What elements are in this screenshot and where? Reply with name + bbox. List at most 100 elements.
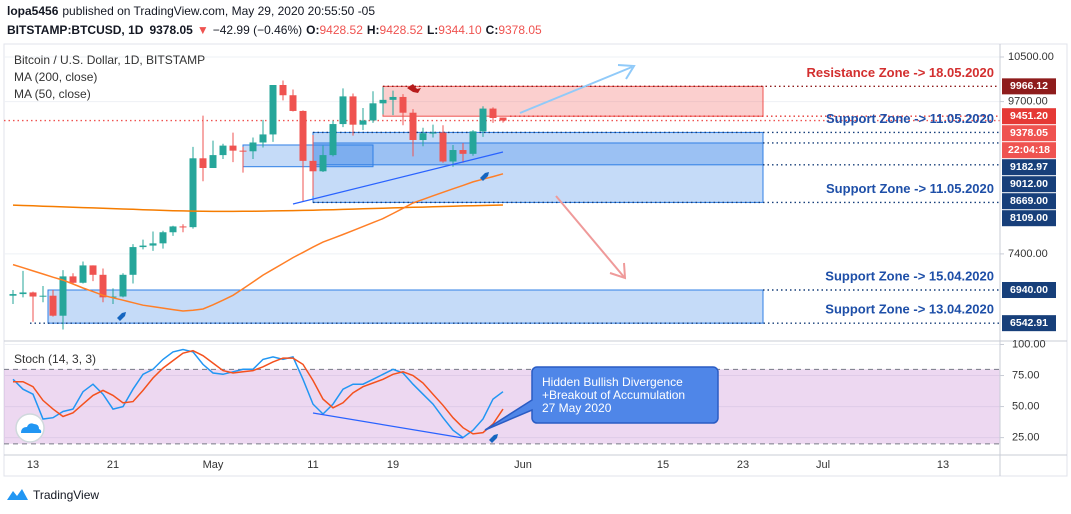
band-fill <box>4 369 1000 444</box>
candle-body <box>349 96 357 125</box>
candle-body <box>199 158 207 169</box>
legend-entry: MA (200, close) <box>14 70 97 84</box>
x-tick-label: 19 <box>387 459 399 471</box>
up-arrow <box>519 66 633 114</box>
candle-body <box>369 103 377 121</box>
candle-body <box>189 158 197 228</box>
ohlc-key: O: <box>306 23 319 37</box>
series-line <box>12 348 504 439</box>
x-tick-label: May <box>203 459 224 471</box>
level-label-box <box>1002 176 1056 193</box>
candle-body <box>289 95 297 111</box>
buy-icon <box>489 434 498 443</box>
last-price: 9378.05 <box>149 23 193 37</box>
candle-body <box>109 296 117 298</box>
candle-body <box>399 96 407 113</box>
candle-body <box>319 155 327 172</box>
candle-body <box>359 120 367 125</box>
candle-body <box>419 133 427 140</box>
y-tick-label: 9700.00 <box>1008 95 1048 107</box>
candle-body <box>119 274 127 297</box>
y-tick-label: 7400.00 <box>1008 248 1048 260</box>
author: lopa5456 <box>7 4 59 18</box>
brand: TradingView <box>33 488 99 502</box>
candle-body <box>489 108 497 119</box>
zone <box>242 144 374 168</box>
down-arrow <box>555 195 625 278</box>
ohlc-value: 9344.10 <box>438 23 482 37</box>
watermark-logo <box>15 413 45 443</box>
x-tick-label: 15 <box>657 459 669 471</box>
level-label-box <box>1002 78 1056 95</box>
publish-line: lopa5456 published on TradingView.com, Ma… <box>7 4 375 18</box>
up-arrow-head <box>617 64 636 80</box>
indicator-title: Stoch (14, 3, 3) <box>14 352 96 366</box>
candle-body <box>79 265 87 283</box>
series-line <box>13 349 504 435</box>
level-label: 9966.12 <box>1010 80 1048 92</box>
candle-body <box>409 112 417 140</box>
candle-body <box>9 294 17 296</box>
ohlc-key: C: <box>486 23 499 37</box>
down-arrow-head <box>609 262 627 280</box>
grid <box>4 56 1000 439</box>
level-label-box <box>1002 159 1056 176</box>
candle-body <box>99 274 107 298</box>
zone-note: Support Zone -> 15.04.2020 <box>825 268 994 283</box>
ohlc-value: 9378.05 <box>498 23 542 37</box>
level-label: 8109.00 <box>1010 212 1048 224</box>
candle-body <box>429 132 437 134</box>
symbol-line: BITSTAMP:BTCUSD, 1D 9378.05 ▼ −42.99 (−0.46… <box>7 23 542 37</box>
divergence-line <box>312 412 464 439</box>
chart-title: Bitcoin / U.S. Dollar, 1D, BITSTAMP <box>14 53 205 67</box>
candle-body <box>89 265 97 275</box>
level-label-box <box>1002 125 1056 142</box>
ohlc-key: L: <box>427 23 438 37</box>
candle-body <box>179 226 187 228</box>
candle-body <box>129 247 137 275</box>
candle-body <box>469 131 477 154</box>
countdown-box <box>1002 142 1056 159</box>
x-tick-label: Jul <box>816 459 830 471</box>
zone-note: Support Zone -> 11.05.2020 <box>826 181 994 196</box>
candle-body <box>339 96 347 125</box>
symbol: BITSTAMP:BTCUSD, 1D <box>7 23 144 37</box>
level-label-box <box>1002 210 1056 227</box>
zone-note: Support Zone -> 11.05.2020 <box>826 111 994 126</box>
level-label-box <box>1002 315 1056 332</box>
level-label-box <box>1002 193 1056 210</box>
candle-body <box>259 134 267 143</box>
candle-body <box>479 108 487 132</box>
candle-body <box>269 85 277 135</box>
callout-text: 27 May 2020 <box>542 401 612 415</box>
level-label: 6542.91 <box>1010 317 1048 329</box>
level-label: 9378.05 <box>1010 127 1048 139</box>
callout-box <box>484 366 719 431</box>
zone <box>312 142 764 166</box>
y-tick-label: 75.00 <box>1012 369 1040 381</box>
y-tick-label: 50.00 <box>1012 400 1040 412</box>
marks <box>9 80 507 439</box>
y-tick-label: 100.00 <box>1012 338 1046 350</box>
candle-body <box>139 245 147 248</box>
x-tick-label: 11 <box>307 459 318 471</box>
candle-body <box>59 276 67 316</box>
candle-body <box>239 150 247 152</box>
legend-entry: MA (50, close) <box>14 87 91 101</box>
candle-body <box>279 85 287 96</box>
sell-icon <box>407 84 421 93</box>
candle-body <box>329 124 337 156</box>
zone <box>47 289 764 324</box>
level-label-box <box>1002 108 1056 125</box>
candle-body <box>449 150 457 162</box>
candle-body <box>249 142 257 152</box>
zone-note: Support Zone -> 13.04.2020 <box>825 302 994 317</box>
series-line <box>12 204 504 213</box>
candle-body <box>309 160 317 172</box>
buy-icon <box>480 172 489 181</box>
candle-body <box>149 243 157 246</box>
direction: ▼ <box>197 23 209 37</box>
candle-body <box>379 99 387 104</box>
candle-body <box>49 295 57 316</box>
